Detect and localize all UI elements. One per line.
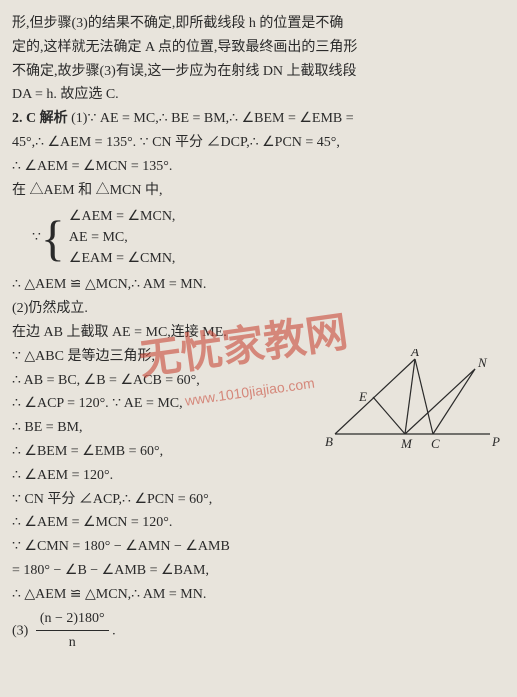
svg-text:B: B xyxy=(325,434,333,449)
problem-number: 2. xyxy=(12,111,23,126)
p1-l4: 在 △AEM 和 △MCN 中, xyxy=(12,179,505,203)
brace-line2: AE = MC, xyxy=(69,227,176,248)
brace-symbol: { xyxy=(41,208,65,268)
p1-start: (1)∵ AE = MC,∴ BE = BM,∴ ∠BEM = ∠EMB = xyxy=(71,111,354,126)
fraction: (n − 2)180° n xyxy=(32,607,109,656)
intro-l4: DA = h. 故应选 C. xyxy=(12,83,505,107)
p2-l12: = 180° − ∠B − ∠AMB = ∠BAM, xyxy=(12,559,505,583)
brace-pre: ∵ xyxy=(32,226,41,250)
problem-2: 2. C 解析 (1)∵ AE = MC,∴ BE = BM,∴ ∠BEM = … xyxy=(12,107,505,655)
svg-text:A: A xyxy=(410,349,419,359)
p1-l2: 45°,∴ ∠AEM = 135°. ∵ CN 平分 ∠DCP,∴ ∠PCN =… xyxy=(12,131,505,155)
intro-paragraph: 形,但步骤(3)的结果不确定,即所截线段 h 的位置是不确 定的,这样就无法确定… xyxy=(12,12,505,107)
p1-l3: ∴ ∠AEM = ∠MCN = 135°. xyxy=(12,155,505,179)
intro-l3: 不确定,故步骤(3)有误,这一步应为在射线 DN 上截取线段 xyxy=(12,60,505,84)
svg-text:M: M xyxy=(400,436,413,449)
p2-l8: ∴ ∠AEM = 120°. xyxy=(12,464,505,488)
svg-text:N: N xyxy=(477,355,488,370)
frac-denominator: n xyxy=(36,631,109,655)
brace-line3: ∠EAM = ∠CMN, xyxy=(69,248,176,269)
p2-l1: (2)仍然成立. xyxy=(12,297,505,321)
p2-l13: ∴ △AEM ≌ △MCN,∴ AM = MN. xyxy=(12,583,505,607)
p2-l9: ∵ CN 平分 ∠ACP,∴ ∠PCN = 60°, xyxy=(12,488,505,512)
p3-end: . xyxy=(112,623,116,638)
p1-l5: ∴ △AEM ≌ △MCN,∴ AM = MN. xyxy=(12,273,505,297)
p2-l11: ∵ ∠CMN = 180° − ∠AMN − ∠AMB xyxy=(12,535,505,559)
p2-l2: 在边 AB 上截取 AE = MC,连接 ME. xyxy=(12,321,505,345)
svg-text:E: E xyxy=(358,389,367,404)
p1-line1: 2. C 解析 (1)∵ AE = MC,∴ BE = BM,∴ ∠BEM = … xyxy=(12,107,505,131)
intro-l2: 定的,这样就无法确定 A 点的位置,导致最终画出的三角形 xyxy=(12,36,505,60)
p2-l10: ∴ ∠AEM = ∠MCN = 120°. xyxy=(12,511,505,535)
brace-line1: ∠AEM = ∠MCN, xyxy=(69,206,176,227)
brace-content: ∠AEM = ∠MCN, AE = MC, ∠EAM = ∠CMN, xyxy=(69,206,176,269)
brace-system: ∵ { ∠AEM = ∠MCN, AE = MC, ∠EAM = ∠CMN, xyxy=(12,206,505,269)
p3-line: (3) (n − 2)180° n . xyxy=(12,607,505,656)
intro-l1: 形,但步骤(3)的结果不确定,即所截线段 h 的位置是不确 xyxy=(12,12,505,36)
geometry-figure: A E B M C P N xyxy=(315,349,505,458)
svg-text:P: P xyxy=(491,434,500,449)
figure-svg: A E B M C P N xyxy=(315,349,505,449)
frac-numerator: (n − 2)180° xyxy=(36,607,109,632)
p3-label: (3) xyxy=(12,623,28,638)
svg-text:C: C xyxy=(431,436,440,449)
problem-label: C 解析 xyxy=(26,111,68,126)
